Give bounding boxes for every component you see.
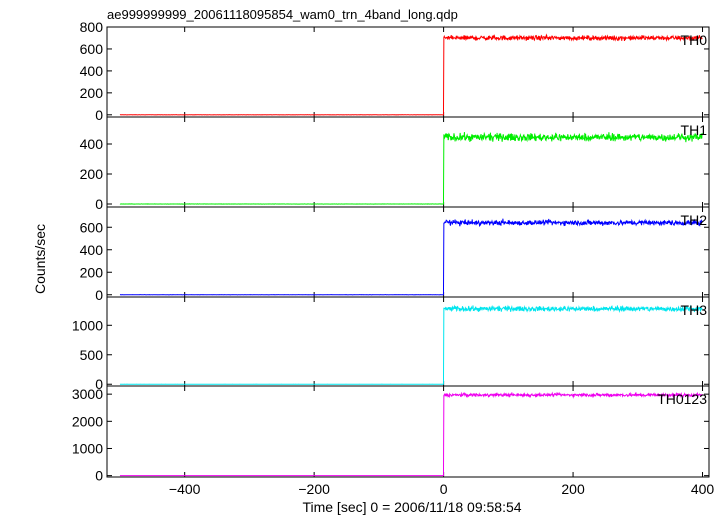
series-th1 <box>119 131 703 205</box>
panel-frame <box>106 385 710 478</box>
y-tick-label: 2000 <box>72 413 103 429</box>
panel-th2: 0 200 400 600 TH2 <box>80 206 710 303</box>
y-tick-label: 500 <box>80 347 104 363</box>
series-label-th0123: TH0123 <box>657 391 707 407</box>
y-tick-label: 1000 <box>72 440 103 456</box>
x-axis-label: Time [sec] 0 = 2006/11/18 09:58:54 <box>302 499 521 515</box>
panel-th3: 0 500 1000 TH3 <box>72 296 710 392</box>
series-label-th3: TH3 <box>681 302 708 318</box>
y-tick-label: 200 <box>80 85 104 101</box>
y-tick-label: 1000 <box>72 317 103 333</box>
x-tick-label: −200 <box>298 481 330 497</box>
panel-th0: 0 200 400 600 800 TH0 <box>80 19 710 123</box>
y-tick-label: 600 <box>80 219 104 235</box>
y-tick-label: 0 <box>95 287 103 303</box>
panel-th0123: 0 1000 2000 3000 TH0123 <box>72 385 710 484</box>
y-tick-label: 0 <box>95 376 103 392</box>
y-tick-label: 400 <box>80 63 104 79</box>
y-tick-label: 0 <box>95 468 103 484</box>
x-tick-label: −400 <box>169 481 201 497</box>
x-tick-label: 400 <box>691 481 715 497</box>
panel-th1: 0 200 400 TH1 <box>80 116 710 212</box>
series-th2 <box>119 218 703 296</box>
y-tick-label: 0 <box>95 196 103 212</box>
x-tick-label: 200 <box>561 481 585 497</box>
y-tick-label: 400 <box>80 136 104 152</box>
series-label-th2: TH2 <box>681 212 708 228</box>
chart-title: ae999999999_20061118095854_wam0_trn_4ban… <box>107 7 458 22</box>
panel-frame <box>106 206 710 298</box>
x-tick-label: 0 <box>440 481 448 497</box>
y-tick-label: 200 <box>80 264 104 280</box>
y-tick-label: 3000 <box>72 386 103 402</box>
series-th0123 <box>119 391 703 477</box>
x-axis: −400 −200 0 200 400 <box>169 481 715 497</box>
y-axis-label: Counts/sec <box>32 224 48 294</box>
y-tick-label: 600 <box>80 41 104 57</box>
series-label-th1: TH1 <box>681 122 708 138</box>
y-tick-label: 0 <box>95 107 103 123</box>
y-tick-label: 800 <box>80 19 104 35</box>
panel-frame <box>106 116 710 208</box>
y-tick-label: 400 <box>80 242 104 258</box>
series-th3 <box>119 304 703 385</box>
series-th0 <box>119 33 703 116</box>
series-label-th0: TH0 <box>681 32 708 48</box>
y-tick-label: 200 <box>80 166 104 182</box>
